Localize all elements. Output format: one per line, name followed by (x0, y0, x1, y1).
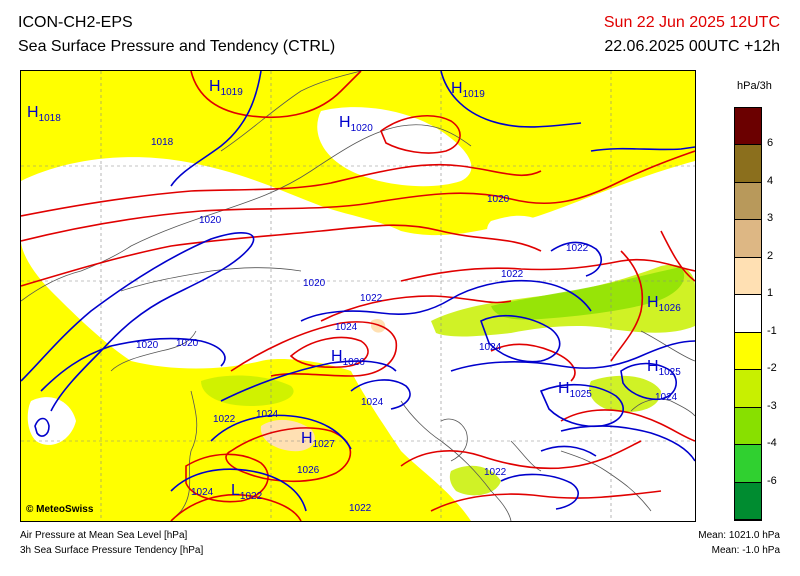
legend-swatch (735, 482, 761, 520)
footer-line-tendency: 3h Sea Surface Pressure Tendency [hPa] (20, 545, 204, 556)
isobar-label: 1022 (349, 503, 372, 514)
mean-pressure: Mean: 1021.0 hPa (698, 530, 780, 541)
legend-swatch (735, 220, 761, 258)
isobar-label: 1024 (361, 397, 384, 408)
legend-swatch (735, 145, 761, 183)
legend-unit: hPa/3h (737, 80, 772, 92)
isobar-label: 1024 (479, 342, 502, 353)
product-title: Sea Surface Pressure and Tendency (CTRL) (18, 38, 336, 55)
legend-swatch (735, 257, 761, 296)
legend-swatch (735, 295, 761, 333)
footer-line-pressure: Air Pressure at Mean Sea Level [hPa] (20, 530, 188, 541)
isobar-label: 1024 (256, 409, 279, 420)
isobar-label: 1026 (297, 465, 320, 476)
legend-level-label: 6 (767, 137, 774, 150)
legend-level-label: -6 (767, 474, 777, 487)
weather-map: H1018 H1019 H1020 H1019 H1026 H1026 H1025 H1025… (20, 70, 696, 522)
legend-level-label: 1 (767, 287, 774, 300)
isobar-label: 1018 (151, 137, 174, 148)
legend-level-label: -1 (767, 324, 777, 337)
legend-level-label: -3 (767, 399, 777, 412)
isobar-label: 1024 (191, 487, 214, 498)
mean-tendency: Mean: -1.0 hPa (711, 545, 780, 556)
isobar-label: 1020 (487, 194, 510, 205)
isobar-label: 1022 (501, 269, 524, 280)
high-pressure-center: H1019 (209, 78, 243, 98)
high-pressure-center: H1019 (451, 80, 485, 100)
legend-swatch (735, 407, 761, 446)
tendency-legend (734, 107, 762, 521)
tendency-fill-green-dark (491, 267, 685, 320)
isobar-label: 1022 (566, 243, 589, 254)
isobar-label: 1020 (176, 338, 199, 349)
run-info: 22.06.2025 00UTC +12h (604, 38, 780, 55)
low-pressure-center: L1022 (231, 482, 263, 502)
isobar-label: 1024 (335, 322, 358, 333)
isobar-label: 1020 (303, 278, 326, 289)
isobar-label: 1022 (213, 414, 236, 425)
legend-level-label: -4 (767, 437, 777, 450)
isobars-blue (21, 71, 695, 512)
model-name: ICON-CH2-EPS (18, 14, 133, 31)
map-canvas: H1018H1019H1020H1019H1026H1026H1025H1025… (21, 71, 695, 521)
valid-time: Sun 22 Jun 2025 12UTC (603, 14, 780, 31)
legend-swatch (735, 108, 761, 146)
isobar-label: 1022 (484, 467, 507, 478)
legend-level-label: 2 (767, 249, 774, 262)
isobar-label: 1022 (360, 293, 383, 304)
isobars-red (21, 71, 695, 521)
isobar-label: 1020 (199, 215, 222, 226)
legend-level-label: -2 (767, 362, 777, 375)
legend-swatch (735, 370, 761, 408)
isobar-label: 1020 (136, 340, 159, 351)
legend-swatch (735, 445, 761, 483)
legend-swatch (735, 182, 761, 221)
legend-level-label: 4 (767, 174, 774, 187)
high-pressure-center: H1018 (27, 104, 61, 124)
legend-level-label: 3 (767, 212, 774, 225)
copyright: © MeteoSwiss (26, 504, 94, 515)
isobar-label: 1024 (655, 392, 678, 403)
legend-swatch (735, 332, 761, 371)
